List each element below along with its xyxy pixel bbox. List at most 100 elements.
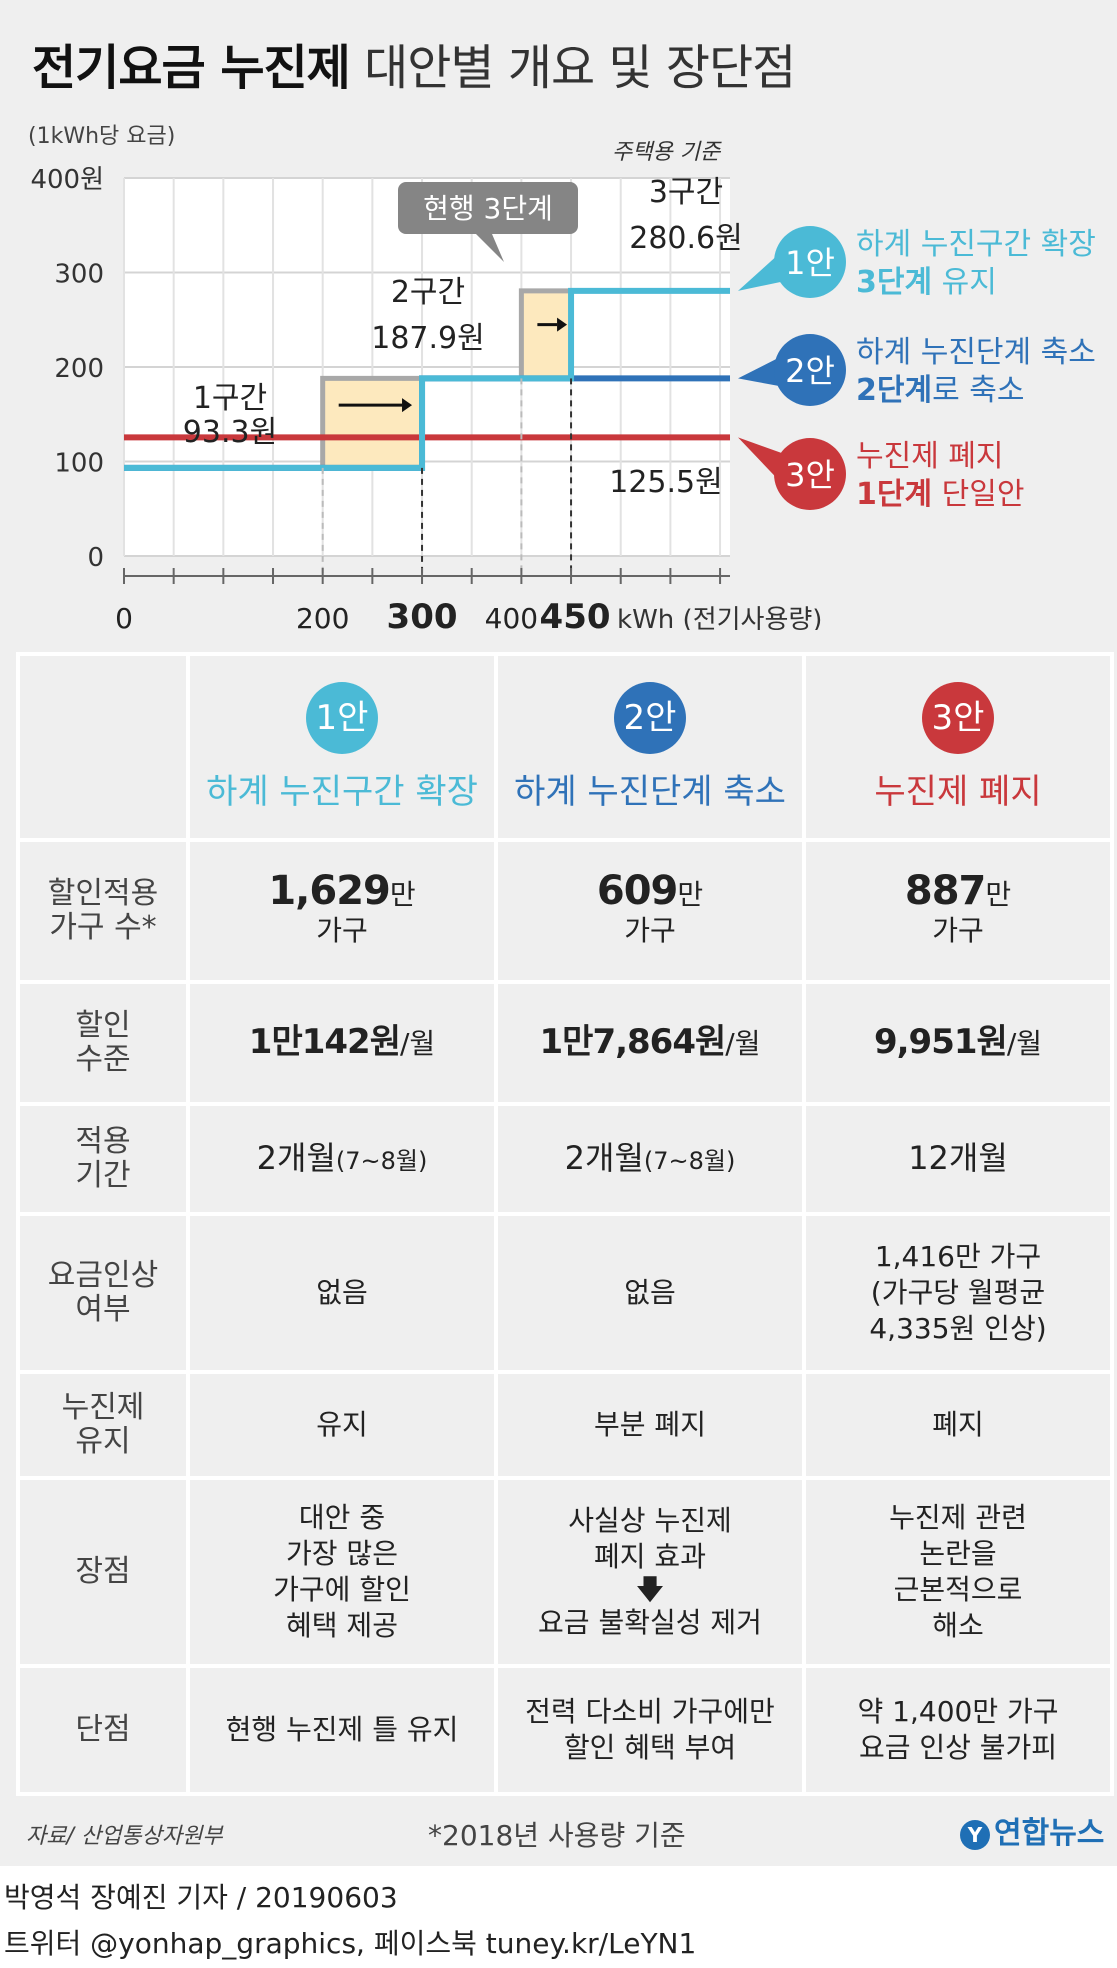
pros-line: 대안 중 (298, 1501, 386, 1534)
plan3-header: 3안 누진제 폐지 (802, 652, 1114, 842)
yonhap-logo-icon: Y (960, 1819, 990, 1850)
legend-line2-bold: 2단계 (856, 373, 933, 408)
x-tick-label: 300 (387, 597, 458, 630)
households-unit2: 가구 (624, 914, 676, 947)
households-value: 887 (904, 868, 986, 914)
period-main: 12개월 (908, 1139, 1008, 1177)
footnote: *2018년 사용량 기준 (428, 1819, 686, 1852)
row-label-line1: 누진제 (61, 1390, 145, 1425)
x-tick-label: 450 (540, 597, 611, 630)
plan2-households: 609만 가구 (494, 838, 806, 984)
row-label-line2: 가구 수* (49, 910, 157, 945)
legend-line2: 1단계 단일안 (856, 476, 1024, 514)
plan3-increase: 1,416만 가구 (가구당 월평균 4,335원 인상) (802, 1212, 1114, 1374)
pros-line: 가구에 할인 (273, 1573, 411, 1606)
legend-line1: 하계 누진단계 축소 (856, 335, 1096, 370)
shift-box (521, 290, 572, 379)
current-callout: 현행 3단계 (398, 182, 578, 262)
callout-bubble (398, 182, 578, 234)
shift-boxes (322, 290, 572, 468)
households-unit: 만 (677, 878, 704, 911)
pros-line: 혜택 제공 (286, 1609, 398, 1642)
pros-line: 가장 많은 (286, 1537, 398, 1570)
discount-value: 9,951원 (873, 1022, 1008, 1062)
plan2-discount: 1만7,864원/월 (494, 980, 806, 1106)
table-row-discount: 할인 수준 1만142원/월 1만7,864원/월 9,951원/월 (16, 980, 1114, 1106)
axes: 0 100 200 300 400원 0 200 300 400 450 kWh (전기사용량) (30, 165, 822, 630)
row-label-line1: 할인 (75, 1008, 131, 1043)
cons-line: 할인 혜택 부여 (563, 1731, 737, 1764)
x-axis-label: kWh (전기사용량) (617, 605, 822, 630)
byline: 박영석 장예진 기자 / 20190603 (4, 1881, 398, 1914)
plan2-cons: 전력 다소비 가구에만 할인 혜택 부여 (494, 1664, 806, 1796)
plan1-period: 2개월(7~8월) (186, 1102, 498, 1216)
x-tick-label: 200 (296, 602, 349, 630)
discount-value: 1만7,864원 (539, 1022, 727, 1062)
down-arrow-icon: 🡇 (635, 1573, 665, 1606)
y-tick-label: 200 (54, 354, 104, 384)
pros-line: 논란을 (919, 1537, 997, 1570)
plan2-period: 2개월(7~8월) (494, 1102, 806, 1216)
y-tick-label: 400원 (30, 165, 104, 195)
page-title: 전기요금 누진제 대안별 개요 및 장단점 (32, 28, 796, 98)
plan3-households: 887만 가구 (802, 838, 1114, 984)
legend-line2: 2단계로 축소 (856, 372, 1096, 410)
pros-line: 폐지 효과 (594, 1540, 706, 1573)
row-label-line1: 적용 (75, 1124, 131, 1159)
plan3-pros: 누진제 관련 논란을 근본적으로 해소 (802, 1476, 1114, 1668)
shift-arrowhead-icon (402, 398, 413, 413)
y-tick-label: 100 (54, 449, 104, 479)
logo-text: 연합뉴스 (994, 1816, 1105, 1851)
discount-value: 1만142원 (248, 1022, 401, 1062)
households-value: 1,629 (268, 868, 391, 914)
segment-price: 280.6원 (629, 221, 742, 256)
plan1-header: 1안 하계 누진구간 확장 (186, 652, 498, 842)
increase-line3: 4,335원 인상) (869, 1312, 1047, 1345)
households-unit2: 가구 (932, 914, 984, 947)
social-credit: 트위터 @yonhap_graphics, 페이스북 tuney.kr/LeYN… (4, 1927, 697, 1960)
plan3-title: 누진제 폐지 (874, 771, 1042, 812)
legend-line2: 3단계 유지 (856, 264, 1096, 302)
title-rest: 대안별 개요 및 장단점 (364, 40, 796, 96)
source-note: 자료/ 산업통상자원부 (26, 1824, 223, 1849)
plan2-badge: 2안 (614, 681, 686, 754)
shift-box (322, 378, 423, 468)
shift-arrowhead-icon (557, 317, 568, 332)
row-label-period: 적용 기간 (16, 1102, 190, 1216)
legend-badge-text: 2안 (785, 352, 835, 390)
pros-line: 해소 (932, 1609, 984, 1642)
plan1-progressive: 유지 (186, 1370, 498, 1480)
households-unit: 만 (985, 878, 1012, 911)
legend-badge (774, 438, 846, 510)
header-empty-cell (16, 652, 190, 842)
row-label-pros: 장점 (16, 1476, 190, 1668)
chart-basis-note: 주택용 기준 (612, 140, 721, 165)
x-tick-label: 0 (115, 602, 133, 630)
comparison-table: 1안 하계 누진구간 확장 2안 하계 누진단계 축소 3안 누진제 폐지 할인… (16, 652, 1114, 1796)
callout-tail (476, 234, 504, 262)
row-label-line2: 기간 (75, 1158, 131, 1193)
row-label-households: 할인적용 가구 수* (16, 838, 190, 984)
table-row-households: 할인적용 가구 수* 1,629만 가구 609만 가구 887만 가구 (16, 838, 1114, 984)
plan1-title: 하계 누진구간 확장 (206, 771, 478, 812)
plan2-pros: 사실상 누진제 폐지 효과 🡇 요금 불확실성 제거 (494, 1476, 806, 1668)
rate-step-chart: 0 100 200 300 400원 0 200 300 400 450 kWh (전기사용량) 1… (30, 165, 846, 630)
discount-unit: /월 (400, 1027, 436, 1060)
series-line-1 (124, 287, 730, 471)
plan2-progressive: 부분 폐지 (494, 1370, 806, 1480)
legend-line1: 하계 누진구간 확장 (856, 227, 1096, 262)
segment-price: 187.9원 (371, 321, 484, 356)
row-label-line1: 할인적용 (47, 876, 159, 911)
table-row-pros: 장점 대안 중 가장 많은 가구에 할인 혜택 제공 사실상 누진제 폐지 효과… (16, 1476, 1114, 1668)
pros-line: 근본적으로 (893, 1573, 1023, 1606)
discount-unit: /월 (1006, 1027, 1043, 1060)
legend-line2-rest: 단일안 (932, 477, 1025, 512)
legend-line2-rest: 유지 (932, 265, 997, 300)
households-unit2: 가구 (316, 914, 368, 947)
pros-line: 사실상 누진제 (568, 1504, 732, 1537)
increase-line1: 1,416만 가구 (874, 1240, 1042, 1273)
segment-name: 1구간 (193, 381, 267, 416)
period-main: 2개월 (256, 1138, 336, 1177)
title-bold: 전기요금 누진제 (32, 40, 351, 96)
plan3-period: 12개월 (802, 1102, 1114, 1216)
